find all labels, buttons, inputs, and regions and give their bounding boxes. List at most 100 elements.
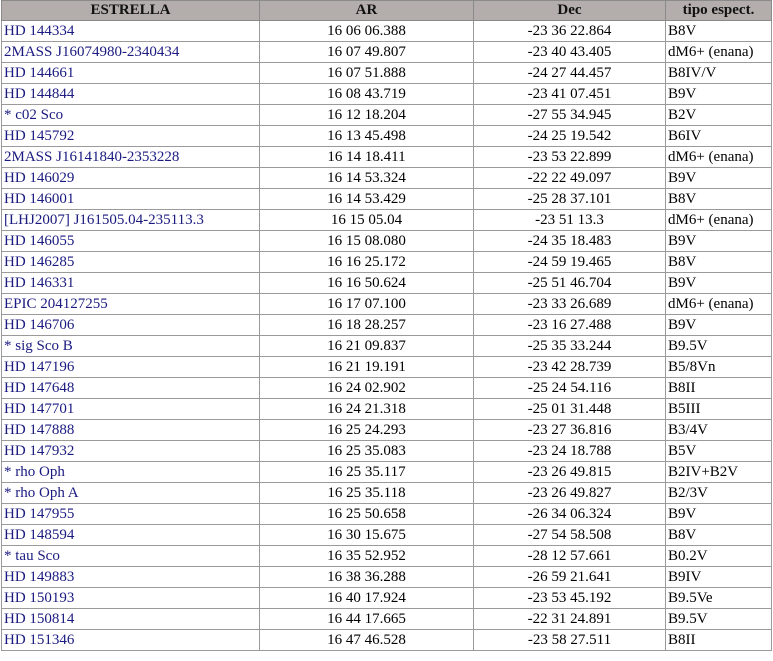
dec-cell: -27 54 58.508 (473, 524, 666, 546)
table-row: HD 151346 16 47 46.528 -23 58 27.511 B8II (1, 629, 772, 651)
table-row: HD 146285 16 16 25.172 -24 59 19.465 B8V (1, 251, 772, 273)
table-row: HD 149883 16 38 36.288 -26 59 21.641 B9IV (1, 566, 772, 588)
star-name-link[interactable]: HD 148594 (1, 524, 260, 546)
table-row: 2MASS J16141840-2353228 16 14 18.411 -23 5… (1, 146, 772, 168)
ar-cell: 16 21 09.837 (259, 335, 474, 357)
star-name-link[interactable]: * tau Sco (1, 545, 260, 567)
star-name-link[interactable]: HD 145792 (1, 125, 260, 147)
spectral-type-cell: B2/3V (665, 482, 772, 504)
table-row: HD 148594 16 30 15.675 -27 54 58.508 B8V (1, 524, 772, 546)
star-name-link[interactable]: HD 144844 (1, 83, 260, 105)
ar-cell: 16 47 46.528 (259, 629, 474, 651)
dec-cell: -25 01 31.448 (473, 398, 666, 420)
spectral-type-cell: B8V (665, 251, 772, 273)
header-dec: Dec (473, 0, 666, 21)
star-name-link[interactable]: [LHJ2007] J161505.04-235113.3 (1, 209, 260, 231)
star-name-link[interactable]: EPIC 204127255 (1, 293, 260, 315)
table-row: EPIC 204127255 16 17 07.100 -23 33 26.689 d… (1, 293, 772, 315)
table-row: [LHJ2007] J161505.04-235113.3 16 15 05.04… (1, 209, 772, 231)
star-name-link[interactable]: * rho Oph (1, 461, 260, 483)
star-name-link[interactable]: HD 149883 (1, 566, 260, 588)
table-row: HD 146029 16 14 53.324 -22 22 49.097 B9V (1, 167, 772, 189)
ar-cell: 16 06 06.388 (259, 20, 474, 42)
table-row: * tau Sco 16 35 52.952 -28 12 57.661 B0.2V (1, 545, 772, 567)
ar-cell: 16 18 28.257 (259, 314, 474, 336)
spectral-type-cell: dM6+ (enana) (665, 293, 772, 315)
dec-cell: -23 33 26.689 (473, 293, 666, 315)
dec-cell: -23 42 28.739 (473, 356, 666, 378)
star-name-link[interactable]: HD 150814 (1, 608, 260, 630)
star-name-link[interactable]: 2MASS J16141840-2353228 (1, 146, 260, 168)
dec-cell: -23 53 22.899 (473, 146, 666, 168)
table-row: HD 144661 16 07 51.888 -24 27 44.457 B8IV/V (1, 62, 772, 84)
header-ar: AR (259, 0, 474, 21)
table-row: HD 146055 16 15 08.080 -24 35 18.483 B9V (1, 230, 772, 252)
ar-cell: 16 07 49.807 (259, 41, 474, 63)
dec-cell: -23 16 27.488 (473, 314, 666, 336)
spectral-type-cell: B8V (665, 20, 772, 42)
dec-cell: -22 31 24.891 (473, 608, 666, 630)
table-row: HD 147888 16 25 24.293 -23 27 36.816 B3/4V (1, 419, 772, 441)
spectral-type-cell: B8V (665, 188, 772, 210)
star-name-link[interactable]: HD 147196 (1, 356, 260, 378)
star-name-link[interactable]: * rho Oph A (1, 482, 260, 504)
spectral-type-cell: dM6+ (enana) (665, 209, 772, 231)
ar-cell: 16 14 53.324 (259, 167, 474, 189)
star-name-link[interactable]: 2MASS J16074980-2340434 (1, 41, 260, 63)
dec-cell: -23 24 18.788 (473, 440, 666, 462)
star-name-link[interactable]: HD 146706 (1, 314, 260, 336)
header-tipo: tipo espect. (665, 0, 772, 21)
table-row: HD 144844 16 08 43.719 -23 41 07.451 B9V (1, 83, 772, 105)
dec-cell: -23 27 36.816 (473, 419, 666, 441)
spectral-type-cell: B9V (665, 167, 772, 189)
star-name-link[interactable]: HD 147888 (1, 419, 260, 441)
table-row: * c02 Sco 16 12 18.204 -27 55 34.945 B2V (1, 104, 772, 126)
dec-cell: -25 24 54.116 (473, 377, 666, 399)
table-row: HD 147648 16 24 02.902 -25 24 54.116 B8II (1, 377, 772, 399)
star-name-link[interactable]: HD 146055 (1, 230, 260, 252)
table-row: HD 147701 16 24 21.318 -25 01 31.448 B5III (1, 398, 772, 420)
star-name-link[interactable]: * sig Sco B (1, 335, 260, 357)
table-row: HD 146331 16 16 50.624 -25 51 46.704 B9V (1, 272, 772, 294)
dec-cell: -23 36 22.864 (473, 20, 666, 42)
ar-cell: 16 08 43.719 (259, 83, 474, 105)
ar-cell: 16 40 17.924 (259, 587, 474, 609)
star-name-link[interactable]: HD 150193 (1, 587, 260, 609)
spectral-type-cell: B9IV (665, 566, 772, 588)
table-row: HD 146706 16 18 28.257 -23 16 27.488 B9V (1, 314, 772, 336)
table-row: HD 147955 16 25 50.658 -26 34 06.324 B9V (1, 503, 772, 525)
dec-cell: -27 55 34.945 (473, 104, 666, 126)
ar-cell: 16 13 45.498 (259, 125, 474, 147)
star-name-link[interactable]: HD 144334 (1, 20, 260, 42)
ar-cell: 16 24 21.318 (259, 398, 474, 420)
dec-cell: -23 26 49.827 (473, 482, 666, 504)
spectral-type-cell: B8II (665, 377, 772, 399)
ar-cell: 16 21 19.191 (259, 356, 474, 378)
star-name-link[interactable]: HD 147648 (1, 377, 260, 399)
star-name-link[interactable]: HD 151346 (1, 629, 260, 651)
table-row: HD 147932 16 25 35.083 -23 24 18.788 B5V (1, 440, 772, 462)
star-name-link[interactable]: HD 146001 (1, 188, 260, 210)
star-name-link[interactable]: HD 147932 (1, 440, 260, 462)
spectral-type-cell: B9.5Ve (665, 587, 772, 609)
table-row: HD 150193 16 40 17.924 -23 53 45.192 B9.5Ve (1, 587, 772, 609)
spectral-type-cell: dM6+ (enana) (665, 41, 772, 63)
star-name-link[interactable]: HD 146285 (1, 251, 260, 273)
star-name-link[interactable]: * c02 Sco (1, 104, 260, 126)
header-row: ESTRELLA AR Dec tipo espect. (1, 0, 772, 21)
spectral-type-cell: B0.2V (665, 545, 772, 567)
ar-cell: 16 38 36.288 (259, 566, 474, 588)
star-name-link[interactable]: HD 147955 (1, 503, 260, 525)
spectral-type-cell: B5V (665, 440, 772, 462)
table-row: HD 146001 16 14 53.429 -25 28 37.101 B8V (1, 188, 772, 210)
star-name-link[interactable]: HD 146029 (1, 167, 260, 189)
star-name-link[interactable]: HD 144661 (1, 62, 260, 84)
ar-cell: 16 16 25.172 (259, 251, 474, 273)
dec-cell: -24 35 18.483 (473, 230, 666, 252)
dec-cell: -25 51 46.704 (473, 272, 666, 294)
star-name-link[interactable]: HD 146331 (1, 272, 260, 294)
ar-cell: 16 15 08.080 (259, 230, 474, 252)
star-name-link[interactable]: HD 147701 (1, 398, 260, 420)
ar-cell: 16 25 35.118 (259, 482, 474, 504)
